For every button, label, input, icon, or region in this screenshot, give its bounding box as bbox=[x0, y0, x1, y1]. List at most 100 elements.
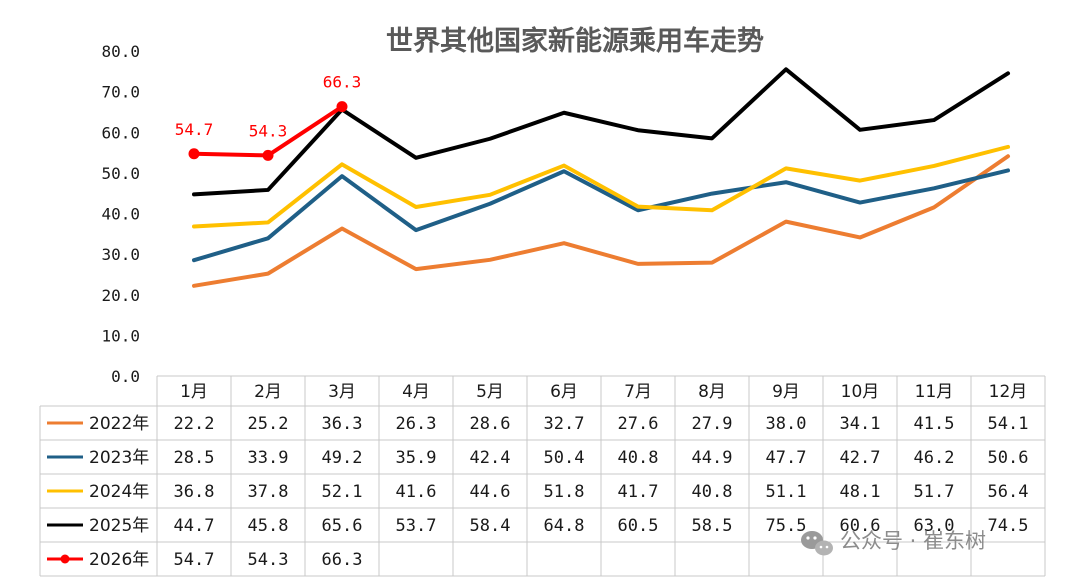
table-cell-value: 40.8 bbox=[618, 448, 659, 468]
table-cell-value: 34.1 bbox=[840, 414, 881, 434]
data-label: 66.3 bbox=[323, 73, 362, 92]
legend-label: 2025年 bbox=[89, 516, 149, 536]
y-tick-label: 20.0 bbox=[101, 286, 140, 305]
series-line bbox=[192, 67, 1010, 197]
x-tick-label: 11月 bbox=[915, 382, 954, 402]
table-cell-value: 42.7 bbox=[840, 448, 881, 468]
x-tick-label: 7月 bbox=[624, 382, 652, 402]
table-cell-value: 35.9 bbox=[396, 448, 437, 468]
legend-entry: 2022年 bbox=[47, 414, 149, 434]
x-tick-label: 2月 bbox=[254, 382, 282, 402]
y-tick-label: 40.0 bbox=[101, 205, 140, 224]
legend-label: 2026年 bbox=[89, 550, 149, 570]
table-cell-value: 44.7 bbox=[174, 516, 215, 536]
data-point bbox=[262, 149, 274, 161]
x-tick-label: 9月 bbox=[772, 382, 800, 402]
table-cell-value: 22.2 bbox=[174, 414, 215, 434]
chart-title: 世界其他国家新能源乘用车走势 bbox=[386, 25, 764, 57]
table-cell-value: 37.8 bbox=[248, 482, 289, 502]
table-cell-value: 64.8 bbox=[544, 516, 585, 536]
table-cell-value: 65.6 bbox=[322, 516, 363, 536]
y-tick-label: 0.0 bbox=[111, 367, 140, 386]
plot-area: 54.7 54.3 66.3 bbox=[175, 67, 1010, 288]
table-cell-value: 54.1 bbox=[988, 414, 1029, 434]
table-cell-value: 42.4 bbox=[470, 448, 511, 468]
data-table: 1月 2月 3月 4月 5月 6月 7月 8月 9月 10月 11月 12月 2022年 22.2 25.2… bbox=[39, 375, 1046, 577]
table-cell-value: 54.7 bbox=[174, 550, 215, 570]
table-cell-value: 48.1 bbox=[840, 482, 881, 502]
watermark: 公众号 · 崔东树 bbox=[801, 529, 986, 556]
x-tick-label: 4月 bbox=[402, 382, 430, 402]
table-cell-value: 51.1 bbox=[766, 482, 807, 502]
table-cell-value: 26.3 bbox=[396, 414, 437, 434]
table-cell-value: 60.5 bbox=[618, 516, 659, 536]
x-tick-label: 5月 bbox=[476, 382, 504, 402]
wechat-icon bbox=[801, 531, 833, 556]
table-cell-value: 32.7 bbox=[544, 414, 585, 434]
x-tick-label: 3月 bbox=[328, 382, 356, 402]
series-line bbox=[192, 168, 1010, 263]
table-cell-value: 75.5 bbox=[766, 516, 807, 536]
data-label: 54.3 bbox=[249, 121, 288, 140]
table-cell-value: 44.6 bbox=[470, 482, 511, 502]
table-cell-value: 66.3 bbox=[322, 550, 363, 570]
table-cell-value: 60.6 bbox=[840, 516, 881, 536]
series-line bbox=[192, 154, 1010, 288]
legend-entry: 2023年 bbox=[47, 448, 149, 468]
table-cell-value: 28.5 bbox=[174, 448, 215, 468]
table-cell-value: 58.4 bbox=[470, 516, 511, 536]
table-cell-value: 53.7 bbox=[396, 516, 437, 536]
table-cell-value: 50.4 bbox=[544, 448, 585, 468]
y-axis: 0.0 10.0 20.0 30.0 40.0 50.0 60.0 70.0 80.0 bbox=[101, 42, 140, 386]
data-point bbox=[188, 148, 200, 160]
table-cell-value: 44.9 bbox=[692, 448, 733, 468]
y-tick-label: 60.0 bbox=[101, 123, 140, 142]
data-label: 54.7 bbox=[175, 120, 214, 139]
table-cell-value: 36.3 bbox=[322, 414, 363, 434]
table-cell-value: 33.9 bbox=[248, 448, 289, 468]
table-cell-value: 54.3 bbox=[248, 550, 289, 570]
watermark-text: 公众号 · 崔东树 bbox=[840, 529, 986, 553]
data-point bbox=[336, 101, 348, 113]
y-tick-label: 70.0 bbox=[101, 83, 140, 102]
table-cell-value: 41.6 bbox=[396, 482, 437, 502]
table-cell-value: 52.1 bbox=[322, 482, 363, 502]
table-cell-value: 27.9 bbox=[692, 414, 733, 434]
legend-label: 2023年 bbox=[89, 448, 149, 468]
table-cell-value: 36.8 bbox=[174, 482, 215, 502]
table-cell-value: 28.6 bbox=[470, 414, 511, 434]
x-tick-label: 6月 bbox=[550, 382, 578, 402]
table-cell-value: 63.0 bbox=[914, 516, 955, 536]
table-cell-value: 51.8 bbox=[544, 482, 585, 502]
legend-entry: 2025年 bbox=[47, 516, 149, 536]
table-cell-value: 50.6 bbox=[988, 448, 1029, 468]
table-cell-value: 45.8 bbox=[248, 516, 289, 536]
table-cell-value: 27.6 bbox=[618, 414, 659, 434]
table-cell-value: 58.5 bbox=[692, 516, 733, 536]
legend-label: 2022年 bbox=[89, 414, 149, 434]
x-tick-label: 1月 bbox=[180, 382, 208, 402]
y-tick-label: 30.0 bbox=[101, 245, 140, 264]
table-cell-value: 56.4 bbox=[988, 482, 1029, 502]
table-cell-value: 47.7 bbox=[766, 448, 807, 468]
x-tick-label: 10月 bbox=[841, 382, 880, 402]
table-cell-value: 41.7 bbox=[618, 482, 659, 502]
y-tick-label: 80.0 bbox=[101, 42, 140, 61]
table-cell-value: 74.5 bbox=[988, 516, 1029, 536]
legend-entry: 2024年 bbox=[47, 482, 149, 502]
table-cell-value: 49.2 bbox=[322, 448, 363, 468]
x-tick-label: 8月 bbox=[698, 382, 726, 402]
legend-label: 2024年 bbox=[89, 482, 149, 502]
table-cell-value: 25.2 bbox=[248, 414, 289, 434]
y-tick-label: 10.0 bbox=[101, 326, 140, 345]
legend-entry: 2026年 bbox=[47, 550, 149, 570]
table-cell-value: 51.7 bbox=[914, 482, 955, 502]
y-tick-label: 50.0 bbox=[101, 164, 140, 183]
legend-marker bbox=[60, 554, 70, 564]
table-cell-value: 40.8 bbox=[692, 482, 733, 502]
table-cell-value: 41.5 bbox=[914, 414, 955, 434]
x-tick-label: 12月 bbox=[989, 382, 1028, 402]
table-cell-value: 46.2 bbox=[914, 448, 955, 468]
table-cell-value: 38.0 bbox=[766, 414, 807, 434]
